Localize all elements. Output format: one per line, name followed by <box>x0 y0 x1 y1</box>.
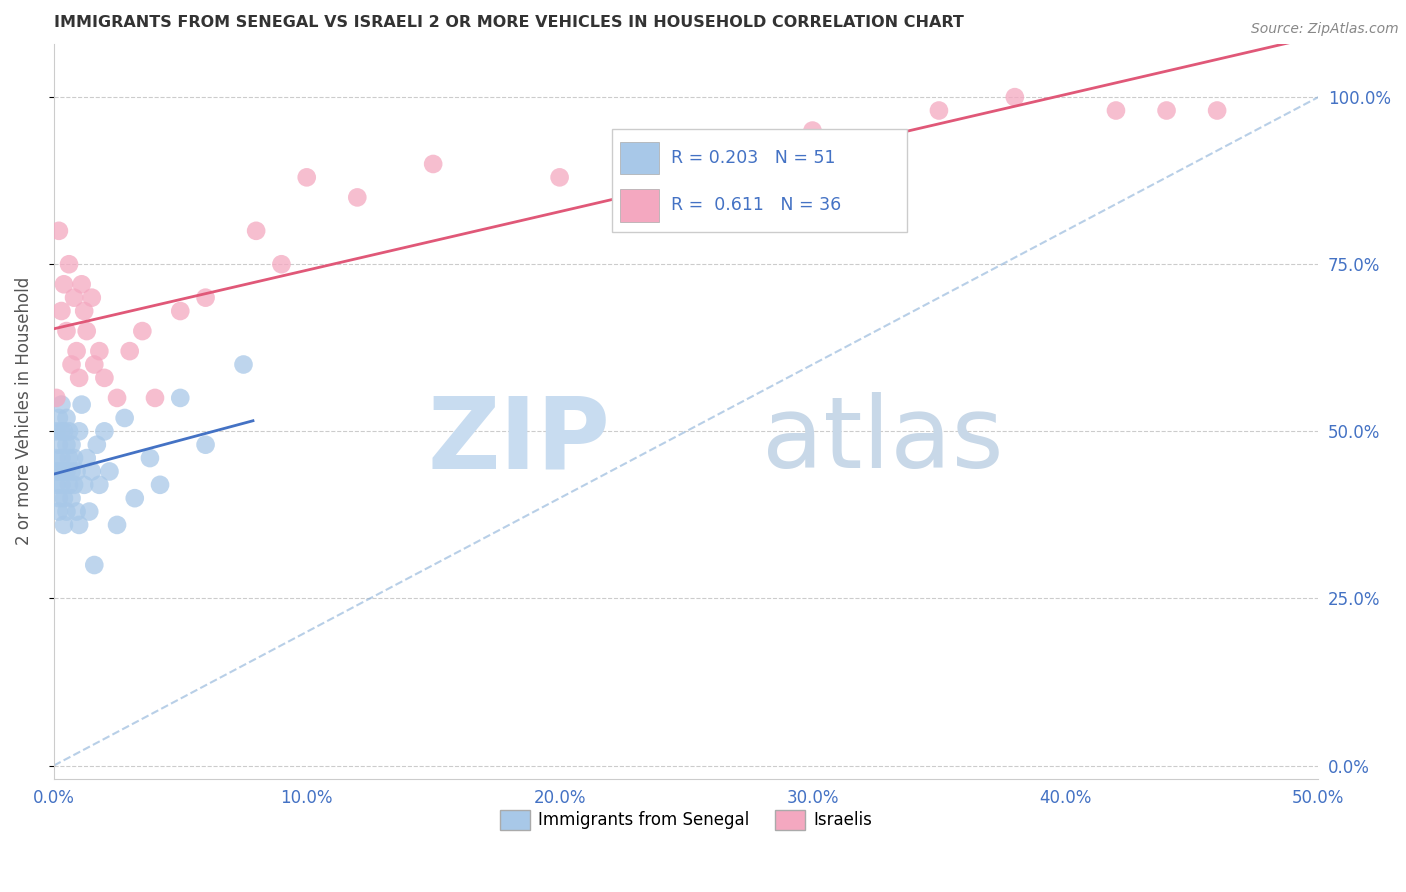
Point <box>63 291 86 305</box>
Point <box>55 411 77 425</box>
Point <box>63 478 86 492</box>
Point <box>63 451 86 466</box>
Point <box>80 465 103 479</box>
Point <box>76 451 98 466</box>
Point <box>60 438 83 452</box>
Bar <box>620 142 659 175</box>
Point <box>149 478 172 492</box>
Point <box>45 478 67 492</box>
Point <box>346 190 368 204</box>
Y-axis label: 2 or more Vehicles in Household: 2 or more Vehicles in Household <box>15 277 32 545</box>
Point <box>70 398 93 412</box>
Point <box>48 504 70 518</box>
Point <box>422 157 444 171</box>
Point <box>295 170 318 185</box>
Point <box>65 344 87 359</box>
Point <box>55 504 77 518</box>
Point <box>83 358 105 372</box>
Point <box>45 391 67 405</box>
Point <box>52 465 75 479</box>
Point <box>118 344 141 359</box>
Point <box>169 304 191 318</box>
Text: atlas: atlas <box>762 392 1004 489</box>
Point <box>93 425 115 439</box>
Point <box>67 371 90 385</box>
Point <box>105 517 128 532</box>
Point <box>67 425 90 439</box>
Text: ZIP: ZIP <box>427 392 610 489</box>
Point <box>1206 103 1229 118</box>
FancyBboxPatch shape <box>612 129 907 232</box>
Point <box>48 491 70 506</box>
Point <box>1156 103 1178 118</box>
Point <box>143 391 166 405</box>
Point <box>55 324 77 338</box>
Point <box>48 465 70 479</box>
Point <box>60 465 83 479</box>
Point <box>89 344 111 359</box>
Text: IMMIGRANTS FROM SENEGAL VS ISRAELI 2 OR MORE VEHICLES IN HOUSEHOLD CORRELATION C: IMMIGRANTS FROM SENEGAL VS ISRAELI 2 OR … <box>53 15 963 30</box>
Point <box>73 478 96 492</box>
Point <box>83 558 105 572</box>
Point <box>89 478 111 492</box>
Point <box>801 123 824 137</box>
Point <box>55 438 77 452</box>
Point <box>58 451 80 466</box>
Point <box>51 478 73 492</box>
Point <box>67 517 90 532</box>
Point <box>98 465 121 479</box>
Point <box>45 465 67 479</box>
Point <box>58 425 80 439</box>
Point <box>245 224 267 238</box>
Point <box>55 465 77 479</box>
Point <box>51 304 73 318</box>
Text: Source: ZipAtlas.com: Source: ZipAtlas.com <box>1251 22 1399 37</box>
Point <box>58 478 80 492</box>
Point <box>232 358 254 372</box>
Point <box>52 491 75 506</box>
Point <box>86 438 108 452</box>
Point <box>65 465 87 479</box>
Point <box>45 425 67 439</box>
Point <box>93 371 115 385</box>
Point <box>124 491 146 506</box>
Point <box>48 224 70 238</box>
Point <box>194 438 217 452</box>
Point <box>105 391 128 405</box>
Point <box>70 277 93 292</box>
Point <box>270 257 292 271</box>
Point <box>1004 90 1026 104</box>
Point <box>65 504 87 518</box>
Point <box>48 411 70 425</box>
Point <box>51 425 73 439</box>
Legend: Immigrants from Senegal, Israelis: Immigrants from Senegal, Israelis <box>494 803 879 837</box>
Point <box>928 103 950 118</box>
Point <box>45 451 67 466</box>
Point <box>51 398 73 412</box>
Bar <box>620 189 659 221</box>
Text: R =  0.611   N = 36: R = 0.611 N = 36 <box>671 196 841 214</box>
Text: R = 0.203   N = 51: R = 0.203 N = 51 <box>671 149 835 167</box>
Point <box>76 324 98 338</box>
Point <box>77 504 100 518</box>
Point <box>51 451 73 466</box>
Point <box>52 517 75 532</box>
Point <box>169 391 191 405</box>
Point <box>139 451 162 466</box>
Point <box>1105 103 1128 118</box>
Point <box>131 324 153 338</box>
Point <box>114 411 136 425</box>
Point <box>48 438 70 452</box>
Point <box>548 170 571 185</box>
Point <box>675 144 697 158</box>
Point <box>58 257 80 271</box>
Point <box>60 491 83 506</box>
Point <box>194 291 217 305</box>
Point <box>52 425 75 439</box>
Point <box>73 304 96 318</box>
Point <box>80 291 103 305</box>
Point <box>52 277 75 292</box>
Point <box>60 358 83 372</box>
